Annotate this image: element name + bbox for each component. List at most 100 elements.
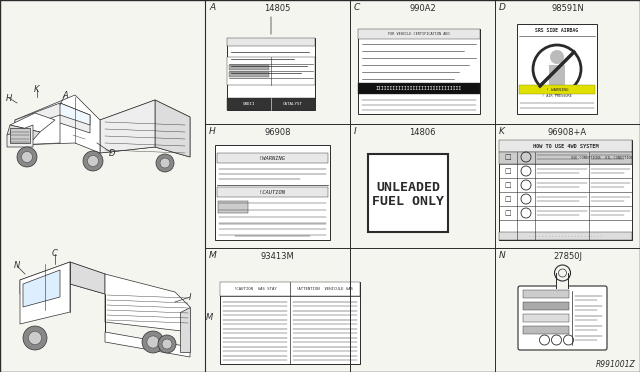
Text: D: D [109,148,115,157]
Text: 990A2: 990A2 [409,4,436,13]
FancyBboxPatch shape [518,286,607,350]
Bar [217,153,328,163]
Bar [227,38,315,110]
Text: H: H [209,127,216,136]
Text: D: D [499,3,506,12]
Polygon shape [15,115,60,145]
Text: IIIIIIIIIIIIIIIIIIIIIIIIIIIIII: IIIIIIIIIIIIIIIIIIIIIIIIIIIIII [376,86,462,91]
Polygon shape [105,274,190,332]
Bar [229,65,269,70]
Polygon shape [100,100,190,157]
Circle shape [23,326,47,350]
Text: 98591N: 98591N [551,4,584,13]
Bar [227,98,315,110]
Text: M: M [209,251,217,260]
Text: A: A [209,3,215,12]
Bar [215,145,330,240]
Text: □: □ [505,168,511,174]
Text: C: C [52,250,58,259]
Text: FOR VEHICLE CERTIFICATION AND: FOR VEHICLE CERTIFICATION AND [388,32,450,36]
Bar [523,326,570,334]
Text: C: C [354,3,360,12]
Text: !CAUTION: !CAUTION [259,189,285,195]
Bar [358,83,480,94]
Bar [227,38,315,46]
Text: 96908+A: 96908+A [548,128,587,137]
Text: 27850J: 27850J [553,252,582,261]
Polygon shape [23,270,60,307]
Bar [227,57,315,85]
Text: CATALYST: CATALYST [283,102,303,106]
Polygon shape [20,262,105,294]
Bar [523,314,570,322]
Text: 93413M: 93413M [260,252,294,261]
Bar [499,152,632,164]
Text: K: K [35,84,40,93]
Circle shape [22,151,33,163]
Bar [499,140,632,240]
Polygon shape [100,100,155,153]
Bar [519,85,595,94]
Text: USE CONDITIONS: USE CONDITIONS [571,156,600,160]
Text: - - - - - - - - - - - - - - - - - - - - - - -: - - - - - - - - - - - - - - - - - - - - … [529,234,602,238]
Text: □: □ [505,210,511,216]
Text: K: K [499,127,505,136]
Bar [499,232,632,240]
Polygon shape [15,95,100,153]
Circle shape [28,331,42,344]
Text: SRS SIDE AIRBAG: SRS SIDE AIRBAG [536,28,579,33]
Bar [523,290,570,298]
Bar [220,282,360,296]
Text: ! WARNING: ! WARNING [546,87,568,92]
Text: UNLEADED: UNLEADED [376,180,440,193]
Polygon shape [10,128,30,143]
Circle shape [158,335,176,353]
Text: I: I [189,292,191,301]
Text: !CAUTION  GAS STAY: !CAUTION GAS STAY [234,287,276,291]
Polygon shape [105,332,190,357]
Bar [229,72,269,77]
Circle shape [162,339,172,349]
Text: !ATTENTION  VEHICULE GAS: !ATTENTION VEHICULE GAS [296,287,353,291]
Text: ! AIR PRESSURE: ! AIR PRESSURE [542,94,572,98]
Bar [517,24,597,114]
Text: 14805: 14805 [264,4,291,13]
Circle shape [160,158,170,168]
Text: HOW TO USE 4WD SYSTEM: HOW TO USE 4WD SYSTEM [532,144,598,148]
Circle shape [550,50,564,64]
Bar [549,65,565,85]
Circle shape [83,151,103,171]
Text: N: N [14,262,20,270]
Text: M: M [206,312,213,321]
Text: A: A [62,90,68,99]
Polygon shape [15,103,90,133]
Bar [523,302,570,310]
Text: 96908: 96908 [264,128,291,137]
Text: OIL CONDITION: OIL CONDITION [605,156,632,160]
Polygon shape [20,262,70,324]
Text: OBDII: OBDII [243,102,255,106]
Text: I: I [354,127,356,136]
Polygon shape [10,113,55,132]
Bar [220,282,360,364]
Circle shape [147,336,159,348]
Circle shape [17,147,37,167]
Bar [368,154,448,232]
Text: □: □ [505,196,511,202]
Bar [218,201,248,213]
Text: FUEL ONLY: FUEL ONLY [372,195,444,208]
Text: N: N [499,251,506,260]
Circle shape [88,155,99,167]
Bar [499,140,632,152]
Circle shape [156,154,174,172]
Polygon shape [155,100,190,157]
Polygon shape [70,262,105,294]
Text: □: □ [505,182,511,188]
Bar [358,29,480,114]
Text: 14806: 14806 [409,128,436,137]
Polygon shape [180,307,190,352]
Bar [358,29,480,39]
Text: □: □ [505,154,511,160]
Polygon shape [7,125,33,147]
Text: R991001Z: R991001Z [596,360,636,369]
